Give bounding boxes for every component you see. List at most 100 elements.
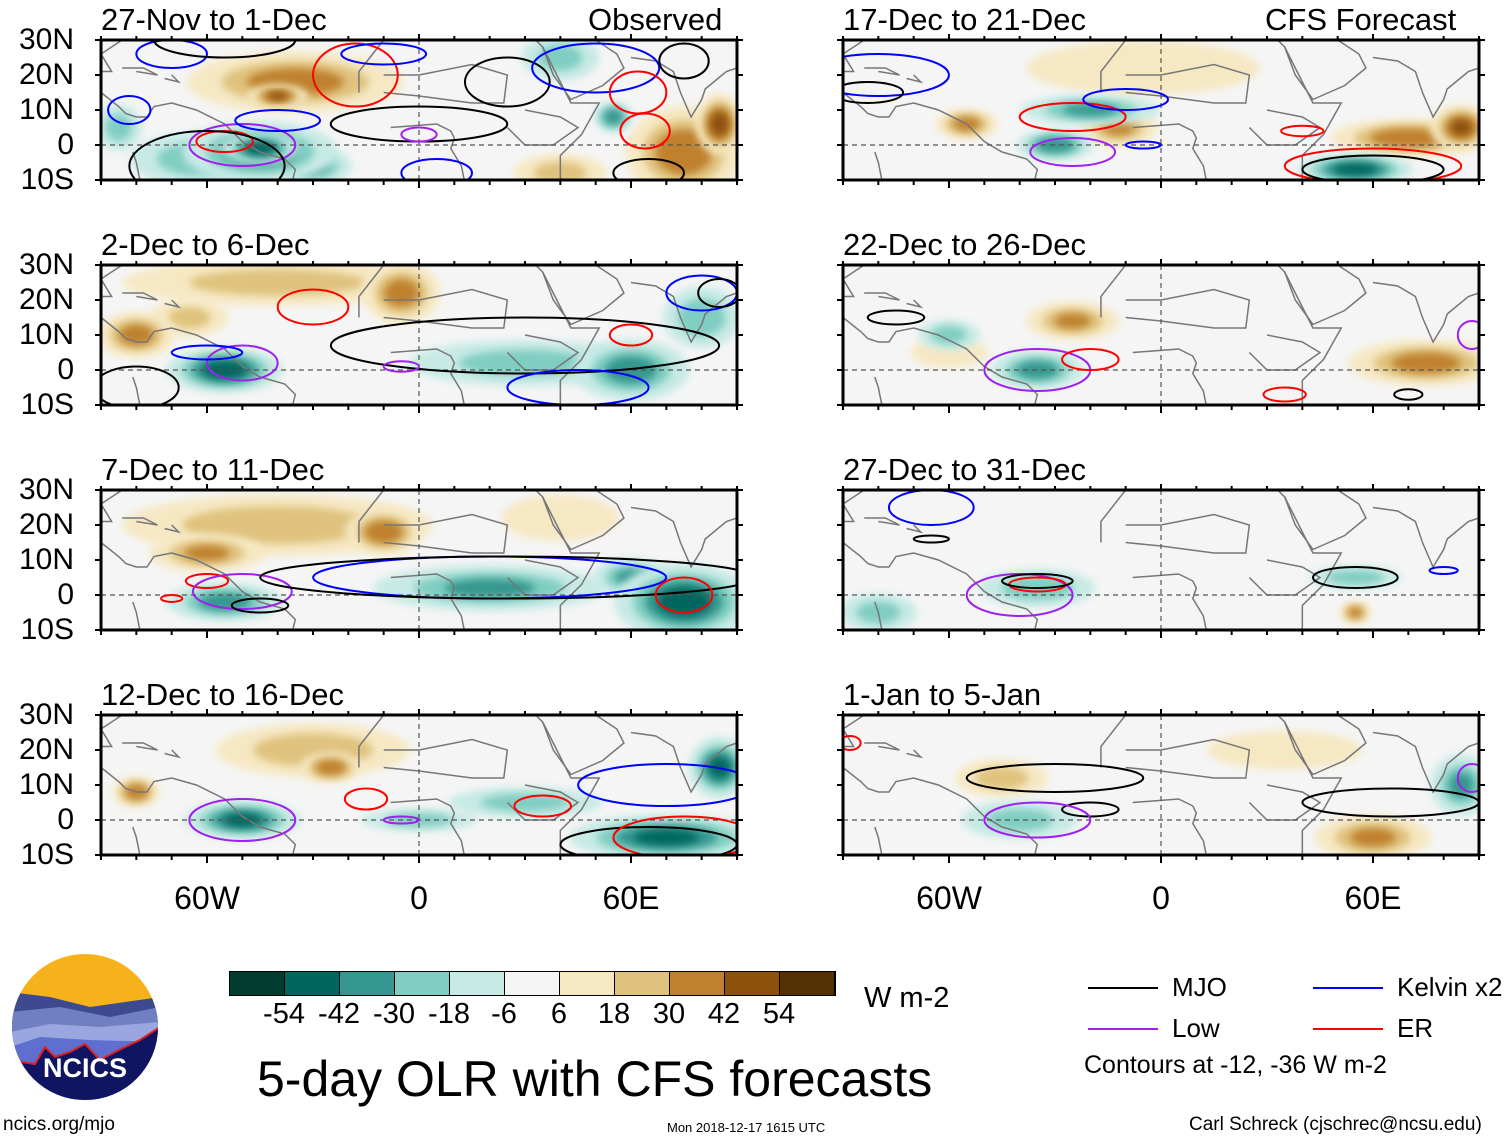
coastline (843, 715, 867, 748)
colorbar-tick-label: -18 (428, 998, 470, 1030)
er-contour (612, 815, 737, 855)
coastline (1125, 513, 1251, 554)
coastline (1125, 63, 1251, 104)
coastline (164, 749, 182, 759)
coastline (1132, 573, 1207, 630)
coastline (1132, 123, 1207, 180)
colorbar-swatch (725, 972, 780, 995)
panel-title: 17-Dec to 21-Dec (843, 2, 1086, 37)
kelvin-contour (1428, 566, 1459, 575)
coastline (506, 334, 580, 371)
olr-map-panel (95, 34, 743, 188)
kelvin-contour (400, 158, 473, 180)
olr-anomaly-region (168, 307, 211, 328)
panel-title: 7-Dec to 11-Dec (101, 452, 325, 487)
olr-anomaly-region (480, 793, 570, 812)
coastline (383, 513, 509, 554)
olr-anomaly-region (1391, 352, 1461, 374)
kelvin-contour (234, 109, 322, 132)
coastline (358, 265, 601, 405)
coastline (874, 376, 883, 405)
coastline (1125, 288, 1251, 329)
er-contour (654, 576, 714, 614)
olr-anomaly-region (364, 520, 403, 544)
legend-swatch (1313, 1028, 1383, 1030)
low-contour (983, 801, 1092, 839)
colorbar-swatch (450, 972, 505, 995)
lat-tick-label: 10S (20, 613, 74, 646)
olr-anomaly-region (975, 767, 1029, 789)
kelvin-contour (107, 95, 152, 125)
coastline (101, 91, 297, 180)
low-contour (191, 573, 293, 610)
mjo-contour (965, 763, 1145, 793)
panel-title: 27-Dec to 31-Dec (843, 452, 1086, 487)
lat-tick-label: 0 (57, 578, 74, 611)
coastline (1100, 40, 1343, 180)
olr-anomaly-region (1348, 607, 1363, 618)
coastline (132, 601, 141, 630)
coastline (843, 265, 867, 298)
er-contour (1283, 147, 1463, 180)
coastline (874, 151, 883, 180)
ncics-url[interactable]: ncics.org/mjo (3, 1114, 115, 1135)
coastline (390, 348, 465, 405)
coastline (541, 715, 625, 776)
coastline (101, 766, 297, 855)
kelvin-contour (843, 53, 950, 97)
coastline (1100, 265, 1343, 405)
coastline (1132, 798, 1207, 855)
kelvin-contour (506, 369, 650, 405)
panel-title: 2-Dec to 6-Dec (101, 227, 310, 262)
lon-tick-label: 60W (916, 880, 982, 916)
lat-tick-label: 20N (18, 58, 74, 91)
coastline (122, 67, 158, 76)
mjo-contour (230, 597, 290, 614)
lat-tick-label: 10N (18, 543, 74, 576)
coastline (630, 281, 737, 344)
coastline (122, 742, 158, 751)
legend-swatch (1088, 1028, 1158, 1030)
coastline (101, 40, 125, 73)
low-contour (188, 798, 297, 842)
mjo-contour (329, 316, 721, 375)
kelvin-contour (531, 42, 661, 94)
coastline (1248, 559, 1322, 596)
olr-map-panel (95, 709, 743, 863)
mjo-contour (1393, 388, 1424, 401)
mjo-contour (912, 534, 950, 544)
observed-header: Observed (588, 2, 723, 37)
olr-map-panel (837, 484, 1485, 638)
coastline (864, 517, 900, 526)
panel-title: 1-Jan to 5-Jan (843, 677, 1042, 712)
kelvin-contour (135, 40, 208, 69)
er-contour (312, 42, 399, 108)
coastline (1283, 490, 1367, 551)
low-contour (1456, 763, 1479, 793)
olr-anomaly-region (603, 109, 623, 125)
coastline (864, 742, 900, 751)
author-credit: Carl Schreck (cjschrec@ncsu.edu) (1189, 1114, 1482, 1135)
lat-tick-label: 10N (18, 93, 74, 126)
coastline (1100, 715, 1343, 855)
olr-map-panel (837, 709, 1485, 863)
er-contour (608, 323, 654, 347)
lat-tick-label: 20N (18, 733, 74, 766)
olr-anomaly-region (189, 269, 366, 296)
lat-tick-label: 0 (57, 353, 74, 386)
lat-tick-label: 0 (57, 803, 74, 836)
er-contour (1061, 348, 1120, 371)
coastline (906, 749, 924, 759)
lon-tick-label: 0 (410, 880, 428, 916)
coastline (630, 506, 737, 569)
olr-anomaly-region (633, 829, 699, 846)
forecast-header: CFS Forecast (1265, 2, 1457, 37)
colorbar-tick-label: 18 (597, 998, 631, 1030)
coastline (132, 376, 141, 405)
colorbar-swatch (780, 972, 835, 995)
lat-tick-label: 30N (18, 698, 74, 731)
coastline (164, 74, 182, 84)
mjo-contour (843, 81, 905, 104)
low-contour (188, 123, 297, 167)
kelvin-contour (1124, 140, 1162, 150)
